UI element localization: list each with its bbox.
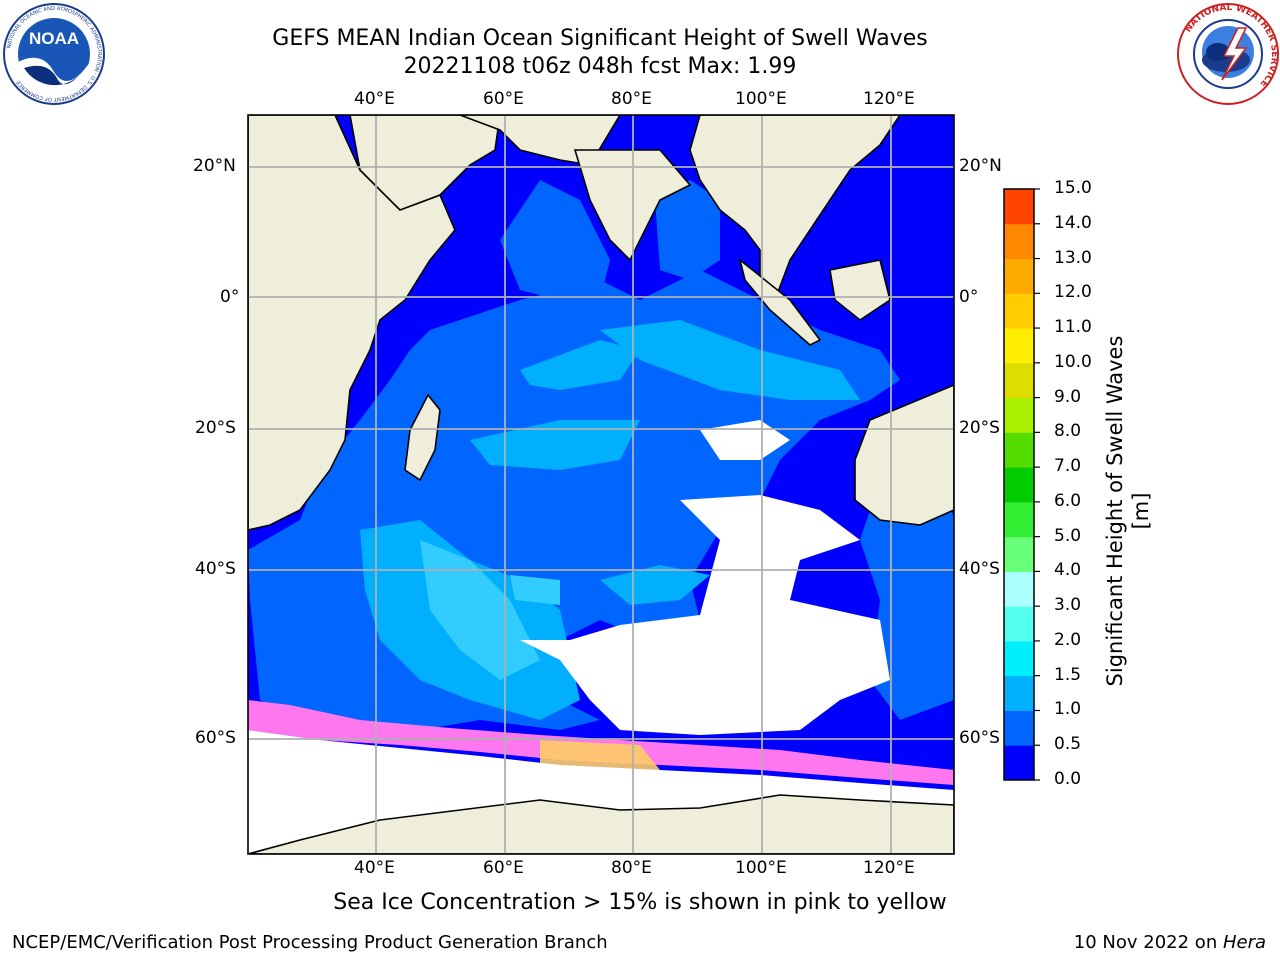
antarctica-land [248, 794, 954, 854]
lat-tick-right-20N: 20°N [959, 156, 1002, 176]
colorbar-segment [1004, 397, 1034, 433]
chart-subtitle: 20221108 t06z 048h fcst Max: 1.99 [403, 54, 797, 79]
lon-tick-top-100E: 100°E [735, 89, 787, 109]
colorbar-tick-label: 13.0 [1054, 247, 1092, 268]
lat-tick-left-0: 0° [220, 287, 240, 307]
lat-tick-left-40S: 40°S [195, 559, 236, 579]
colorbar-segment [1004, 467, 1034, 503]
colorbar-tick-label: 1.5 [1054, 664, 1082, 685]
lat-tick-left-20N: 20°N [193, 156, 236, 176]
sea-ice-band [248, 700, 954, 785]
sea-ice-caption: Sea Ice Concentration > 15% is shown in … [333, 890, 947, 915]
lat-tick-right-40S: 40°S [959, 559, 1000, 579]
lon-tick-bottom-100E: 100°E [735, 858, 787, 878]
colorbar-segment [1004, 189, 1034, 225]
colorbar-tick-label: 1.0 [1054, 699, 1082, 720]
footer-date-text: 10 Nov 2022 on [1073, 932, 1223, 953]
lat-tick-left-60S: 60°S [195, 728, 236, 748]
colorbar-tick-label: 15.0 [1054, 178, 1092, 198]
lon-tick-top-40E: 40°E [354, 89, 395, 109]
colorbar-tick-label: 3.0 [1054, 595, 1082, 616]
colorbar-segment [1004, 745, 1034, 781]
colorbar-tick-label: 11.0 [1054, 317, 1092, 338]
colorbar-segment [1004, 293, 1034, 329]
no-data-patch [700, 420, 790, 460]
lon-tick-bottom-40E: 40°E [354, 858, 395, 878]
borneo-land [829, 259, 891, 321]
map-frame [247, 114, 955, 855]
nws-logo: NATIONAL WEATHER SERVICE [1177, 3, 1279, 105]
swell-band-1.0-1.5-b [520, 340, 640, 390]
lon-tick-top-120E: 120°E [863, 89, 915, 109]
colorbar-tick-label: 6.0 [1054, 490, 1082, 511]
lat-tick-left-20S: 20°S [195, 418, 236, 438]
colorbar-segment [1004, 640, 1034, 677]
noaa-logo: NOAA NATIONAL OCEANIC AND ATMOSPHERIC AD… [3, 3, 105, 105]
australia-land [854, 384, 954, 526]
footer-credit: NCEP/EMC/Verification Post Processing Pr… [12, 932, 608, 953]
colorbar-tick-label: 0.0 [1054, 769, 1082, 789]
lat-tick-right-20S: 20°S [959, 418, 1000, 438]
colorbar-tick-label: 10.0 [1054, 351, 1092, 372]
colorbar-segment [1004, 536, 1034, 572]
colorbar-frame [1003, 188, 1035, 781]
lon-tick-bottom-80E: 80°E [611, 858, 652, 878]
lon-tick-top-80E: 80°E [611, 89, 652, 109]
lon-tick-bottom-60E: 60°E [483, 858, 524, 878]
swell-band-0.5-1.0-bay [655, 180, 720, 280]
colorbar-tick-label: 9.0 [1054, 386, 1082, 407]
lat-tick-right-60S: 60°S [959, 728, 1000, 748]
colorbar-segment [1004, 328, 1034, 364]
colorbar-segment [1004, 606, 1034, 642]
lon-tick-top-60E: 60°E [483, 89, 524, 109]
colorbar-segment [1004, 501, 1034, 538]
colorbar-tick-label: 5.0 [1054, 525, 1082, 546]
swell-band-1.0-1.5-e [600, 565, 710, 605]
madagascar-land [404, 393, 441, 482]
colorbar [1004, 188, 1040, 781]
no-data-region [520, 495, 890, 735]
swell-band-0.5-1.0-north [500, 180, 610, 300]
noaa-logo-text: NOAA [29, 29, 79, 48]
colorbar-tick-label: 12.0 [1054, 282, 1092, 303]
colorbar-tick-label: 8.0 [1054, 421, 1082, 442]
chart-title: GEFS MEAN Indian Ocean Significant Heigh… [272, 26, 928, 51]
swell-band-1.0-1.5 [600, 320, 860, 400]
colorbar-tick-label: 4.0 [1054, 560, 1082, 581]
colorbar-segment [1004, 432, 1034, 468]
swell-band-1.5-2.0 [420, 540, 540, 680]
footer-date: 10 Nov 2022 on Hera [1074, 932, 1266, 953]
graticule [248, 115, 954, 854]
colorbar-segment [1004, 675, 1034, 711]
footer-host: Hera [1222, 932, 1266, 953]
colorbar-tick-label: 7.0 [1054, 456, 1082, 477]
lat-tick-right-0: 0° [959, 287, 979, 307]
colorbar-segment [1004, 362, 1034, 399]
colorbar-segment [1004, 223, 1034, 260]
colorbar-segment [1004, 710, 1034, 746]
colorbar-tick-label: 14.0 [1054, 212, 1092, 233]
colorbar-segment [1004, 258, 1034, 294]
swell-band-1.0-1.5-c [470, 420, 640, 470]
sumatra-land [738, 257, 822, 346]
swell-band-1.5-2.0-b [510, 575, 560, 605]
land-masses [248, 115, 954, 854]
colorbar-tick-label: 0.5 [1054, 734, 1082, 755]
colorbar-segment [1004, 571, 1034, 607]
lon-tick-bottom-120E: 120°E [863, 858, 915, 878]
colorbar-label: Significant Height of Swell Waves [m] [1103, 335, 1153, 687]
colorbar-tick-label: 2.0 [1054, 629, 1082, 650]
